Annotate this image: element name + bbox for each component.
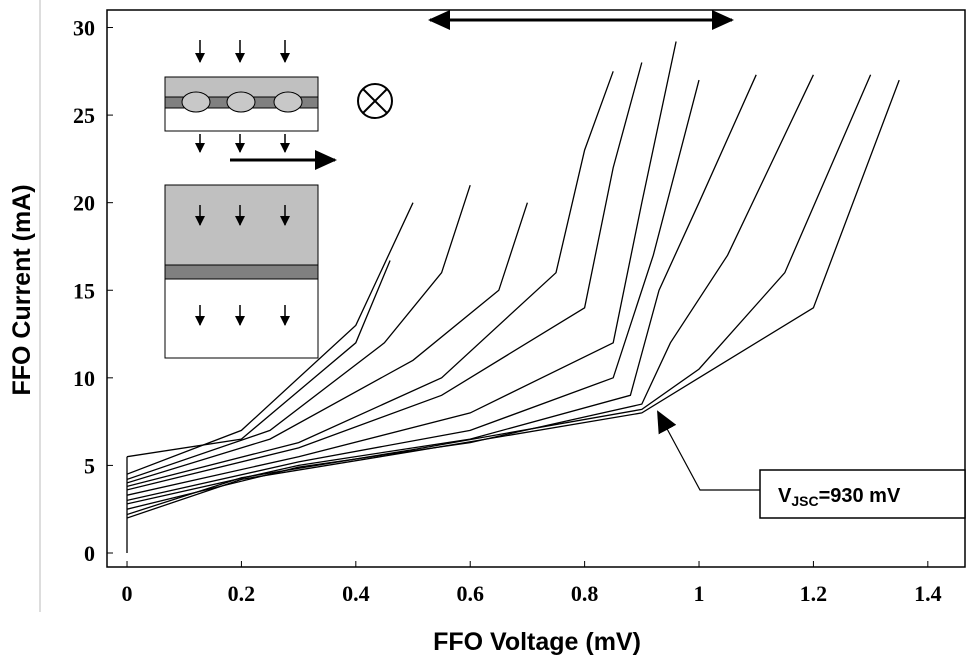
annotation-main: V — [778, 485, 792, 507]
y-tick-label: 25 — [73, 103, 95, 128]
y-tick-label: 20 — [73, 191, 95, 216]
iv-curve — [126, 74, 814, 510]
iv-curve — [126, 79, 900, 519]
iv-curve — [126, 79, 700, 502]
iv-curve — [126, 184, 471, 481]
x-tick-label: 0.8 — [571, 581, 599, 606]
inset-diagram — [164, 40, 393, 359]
y-tick-label: 30 — [73, 16, 95, 41]
annotation-sub: JSC — [791, 493, 818, 509]
iv-curve — [126, 202, 529, 484]
x-tick-label: 0.4 — [342, 581, 370, 606]
annotation-arrow — [657, 410, 760, 491]
x-tick-label: 1.2 — [800, 581, 828, 606]
annotation-suffix: =930 mV — [819, 485, 901, 507]
annotation: VJSC=930 mV — [778, 485, 901, 509]
iv-curve — [126, 74, 757, 505]
y-axis-label: FFO Current (mA) — [8, 184, 36, 395]
y-tick-label: 5 — [84, 453, 95, 478]
iv-curve — [126, 41, 677, 496]
y-tick-label: 15 — [73, 278, 95, 303]
iv-curve — [126, 202, 414, 475]
x-tick-label: 0.2 — [228, 581, 256, 606]
x-tick-label: 0.6 — [456, 581, 484, 606]
y-tick-label: 10 — [73, 366, 95, 391]
iv-curve — [126, 62, 643, 491]
y-tick-label: 0 — [84, 541, 95, 566]
iv-curve — [126, 260, 391, 458]
iv-curve — [126, 71, 614, 488]
annotation-box — [759, 469, 966, 519]
x-tick-label: 0 — [122, 581, 133, 606]
x-tick-label: 1 — [694, 581, 705, 606]
x-tick-label: 1.4 — [914, 581, 942, 606]
x-axis-label: FFO Voltage (mV) — [433, 628, 641, 656]
